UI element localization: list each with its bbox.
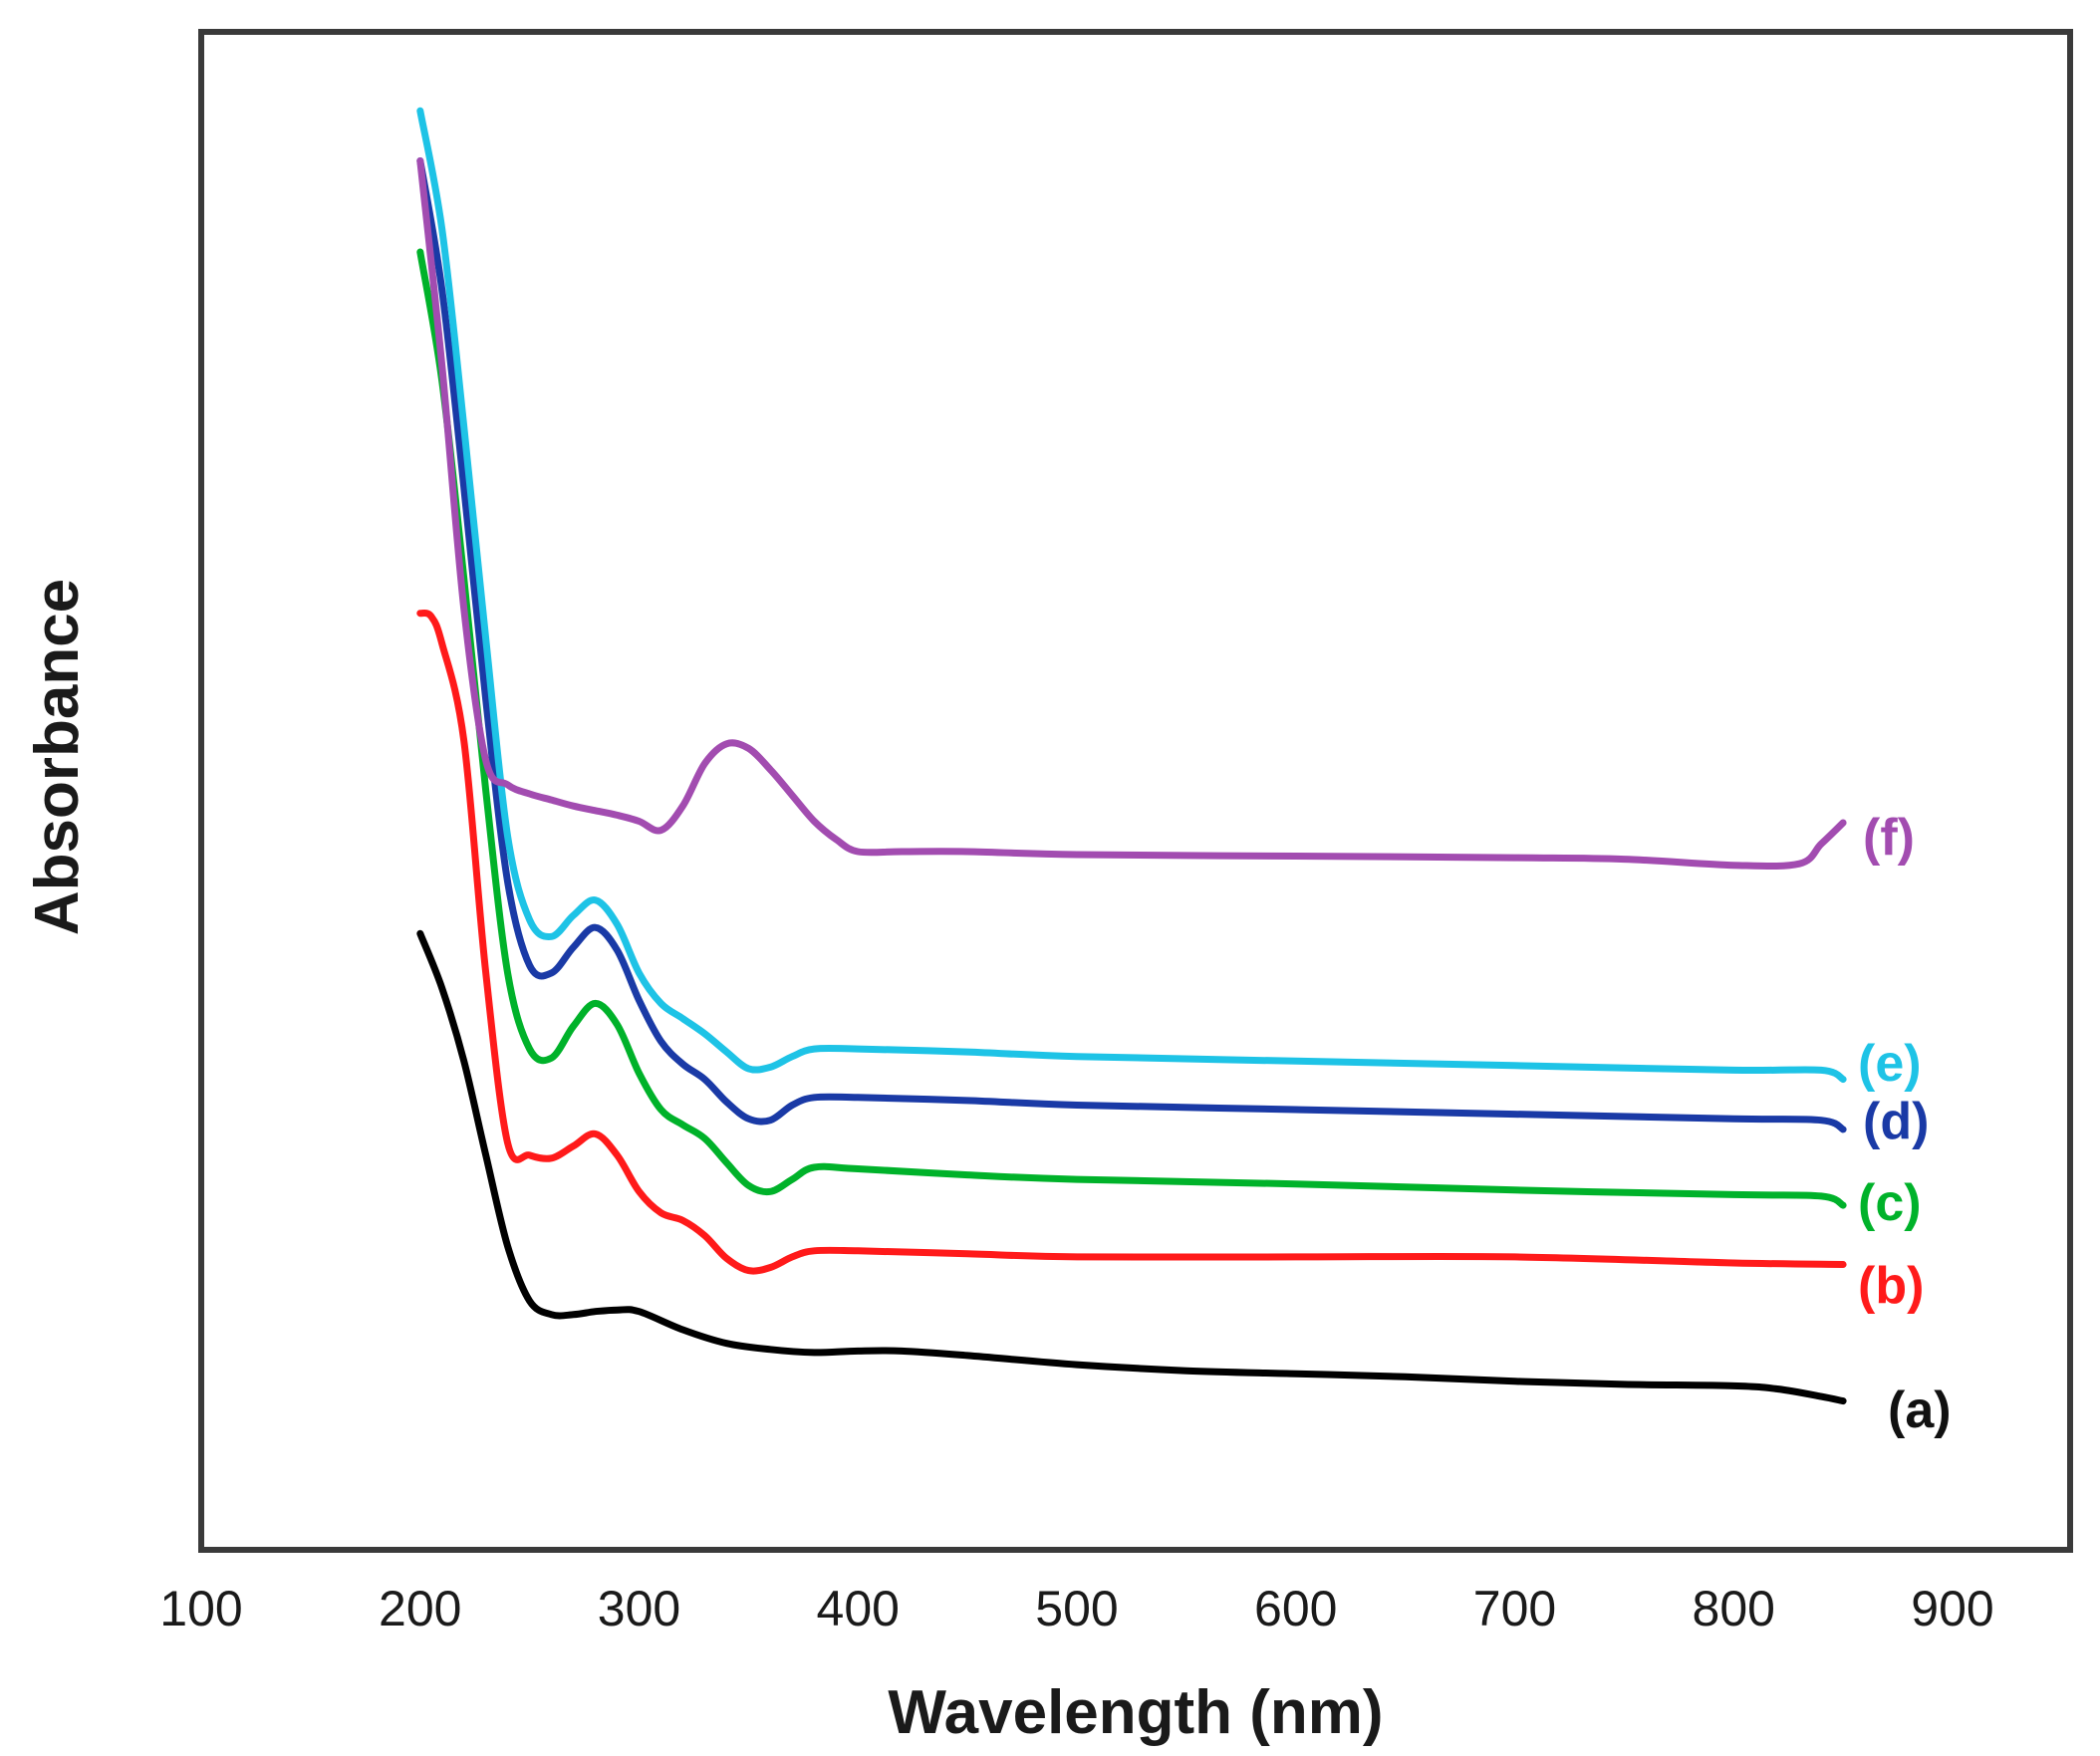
series-label-a: (a): [1888, 1381, 1952, 1439]
series-label-e: (e): [1858, 1035, 1922, 1093]
x-tick-label-800: 800: [1693, 1581, 1775, 1636]
series-lines: [416, 107, 1847, 1405]
series-line-e: [416, 107, 1847, 1084]
x-tick-label-400: 400: [817, 1581, 900, 1636]
x-tick-label-300: 300: [598, 1581, 680, 1636]
series-label-b: (b): [1858, 1257, 1924, 1315]
plot-frame: [198, 29, 2073, 1553]
series-line-c: [416, 248, 1847, 1209]
y-axis-title: Absorbance: [23, 579, 92, 935]
series-line-b: [416, 610, 1847, 1275]
series-line-f: [416, 157, 1847, 871]
series-line-d: [416, 157, 1847, 1133]
x-tick-label-700: 700: [1473, 1581, 1556, 1636]
series-label-d: (d): [1863, 1093, 1929, 1150]
x-axis-tick-labels: 100 200 300 400 500 600 700 800 900: [159, 1581, 1993, 1636]
x-tick-label-200: 200: [379, 1581, 461, 1636]
series-label-f: (f): [1863, 809, 1915, 867]
x-tick-label-600: 600: [1254, 1581, 1337, 1636]
x-tick-label-900: 900: [1911, 1581, 1993, 1636]
series-label-c: (c): [1858, 1174, 1922, 1232]
series-line-a: [416, 929, 1847, 1405]
x-tick-label-500: 500: [1035, 1581, 1118, 1636]
series-labels: (a) (b) (c) (d)(e) (f): [1858, 809, 1952, 1439]
x-axis-title: Wavelength (nm): [888, 1678, 1383, 1747]
x-tick-label-100: 100: [159, 1581, 242, 1636]
